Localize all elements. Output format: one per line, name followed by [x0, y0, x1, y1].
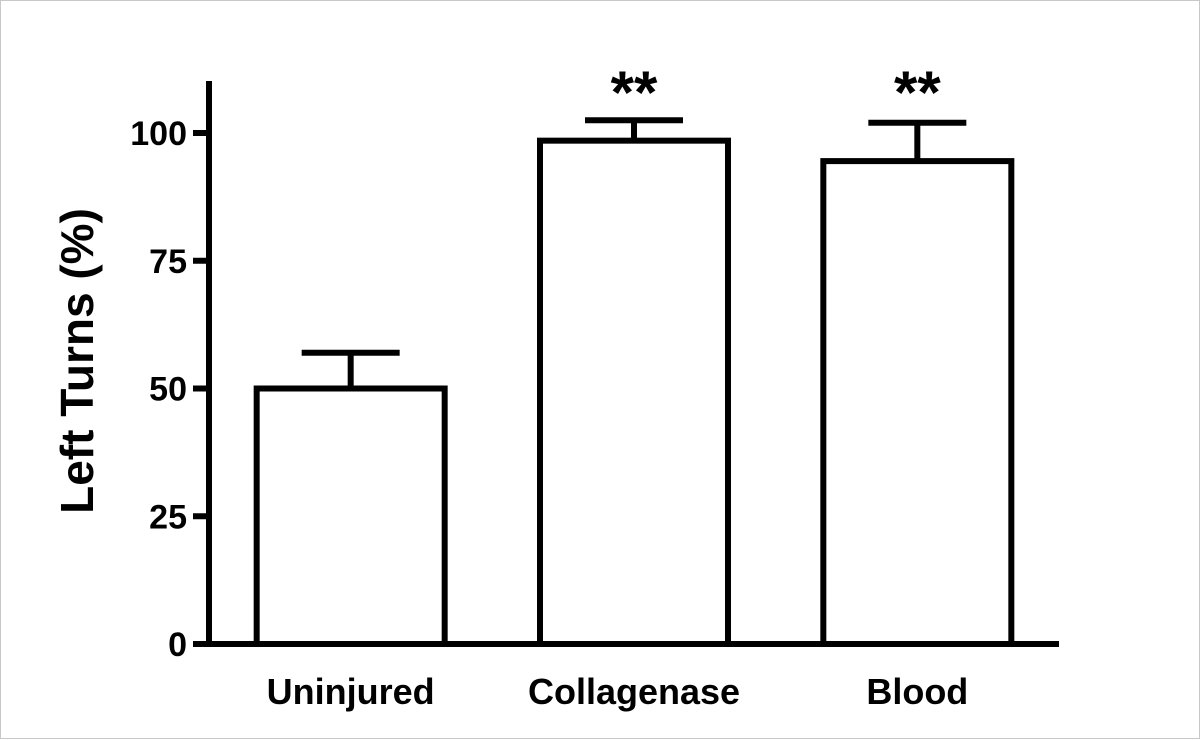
bars — [253, 137, 1015, 647]
category-label: Collagenase — [528, 671, 740, 712]
significance-marker: ** — [611, 59, 658, 126]
y-tick-label: 50 — [149, 371, 187, 409]
significance-marker: ** — [894, 59, 941, 126]
category-labels: Uninjured Collagenase Blood — [267, 671, 969, 712]
y-tick-label: 25 — [149, 498, 187, 536]
y-tick-label: 0 — [168, 626, 187, 664]
error-bars — [301, 117, 967, 389]
y-tick-label: 75 — [149, 243, 187, 281]
bar — [820, 158, 1015, 647]
category-label: Uninjured — [267, 671, 435, 712]
y-axis: 0 25 50 75 100 — [130, 81, 212, 664]
y-axis-label: Left Turns (%) — [51, 208, 103, 514]
category-label: Blood — [866, 671, 968, 712]
y-tick-label: 100 — [130, 115, 187, 153]
significance-markers: ** ** — [611, 59, 942, 126]
bar — [253, 385, 448, 647]
bar — [537, 137, 731, 647]
